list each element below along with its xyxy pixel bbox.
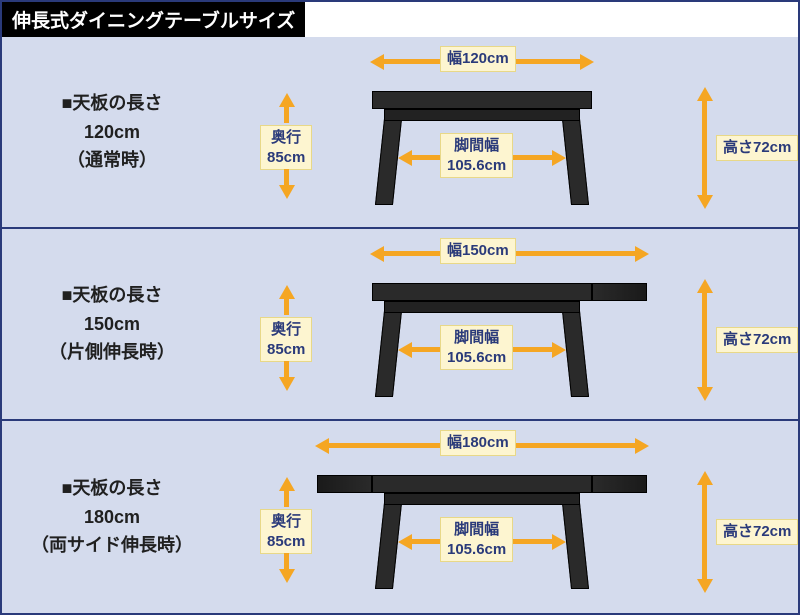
height-label: 高さ72cm xyxy=(716,519,798,545)
row-note: （両サイド伸長時） xyxy=(31,531,193,560)
row-title: ■天板の長さ xyxy=(62,89,163,118)
height-arrow xyxy=(702,483,707,581)
table-top xyxy=(372,475,592,493)
table-apron xyxy=(384,301,580,313)
spec-row: ■天板の長さ120cm（通常時） 幅120cm 脚間幅105.6cm 奥行85cm 高さ… xyxy=(2,37,798,229)
depth-arrow-up xyxy=(284,105,289,123)
depth-arrow-up xyxy=(284,489,289,507)
width-label: 幅150cm xyxy=(440,238,516,264)
header-title: 伸長式ダイニングテーブルサイズ xyxy=(2,2,305,37)
table-extension-left xyxy=(317,475,372,493)
legspan-label: 脚間幅105.6cm xyxy=(440,517,513,562)
width-label: 幅180cm xyxy=(440,430,516,456)
height-arrow xyxy=(702,99,707,197)
row-diagram: 幅150cm 脚間幅105.6cm 奥行85cm 高さ72cm xyxy=(222,229,798,419)
table-apron xyxy=(384,109,580,121)
row-length: 150cm xyxy=(84,310,140,339)
depth-label: 奥行85cm xyxy=(260,509,312,554)
table-top xyxy=(372,91,592,109)
row-info: ■天板の長さ180cm（両サイド伸長時） xyxy=(2,421,222,613)
depth-arrow-down xyxy=(284,361,289,379)
depth-arrow-down xyxy=(284,553,289,571)
height-label: 高さ72cm xyxy=(716,327,798,353)
depth-label: 奥行85cm xyxy=(260,125,312,170)
spec-container: 伸長式ダイニングテーブルサイズ ■天板の長さ120cm（通常時）幅120cm脚間… xyxy=(0,0,800,615)
height-arrow xyxy=(702,291,707,389)
legspan-label: 脚間幅105.6cm xyxy=(440,325,513,370)
table-extension-right xyxy=(592,475,647,493)
legspan-label: 脚間幅105.6cm xyxy=(440,133,513,178)
row-info: ■天板の長さ120cm（通常時） xyxy=(2,37,222,227)
depth-label: 奥行85cm xyxy=(260,317,312,362)
table-top xyxy=(372,283,592,301)
spec-row: ■天板の長さ180cm（両サイド伸長時） 幅180cm 脚間幅105.6cm 奥行85… xyxy=(2,421,798,613)
spec-row: ■天板の長さ150cm（片側伸長時） 幅150cm 脚間幅105.6cm 奥行85cm… xyxy=(2,229,798,421)
row-diagram: 幅180cm 脚間幅105.6cm 奥行85cm 高さ72cm xyxy=(222,421,798,613)
row-diagram: 幅120cm 脚間幅105.6cm 奥行85cm 高さ72cm xyxy=(222,37,798,227)
row-length: 120cm xyxy=(84,118,140,147)
depth-arrow-down xyxy=(284,169,289,187)
row-title: ■天板の長さ xyxy=(62,474,163,503)
row-note: （通常時） xyxy=(67,146,157,175)
width-label: 幅120cm xyxy=(440,46,516,72)
row-length: 180cm xyxy=(84,503,140,532)
row-info: ■天板の長さ150cm（片側伸長時） xyxy=(2,229,222,419)
row-note: （片側伸長時） xyxy=(49,338,175,367)
height-label: 高さ72cm xyxy=(716,135,798,161)
table-extension-right xyxy=(592,283,647,301)
table-apron xyxy=(384,493,580,505)
depth-arrow-up xyxy=(284,297,289,315)
row-title: ■天板の長さ xyxy=(62,281,163,310)
